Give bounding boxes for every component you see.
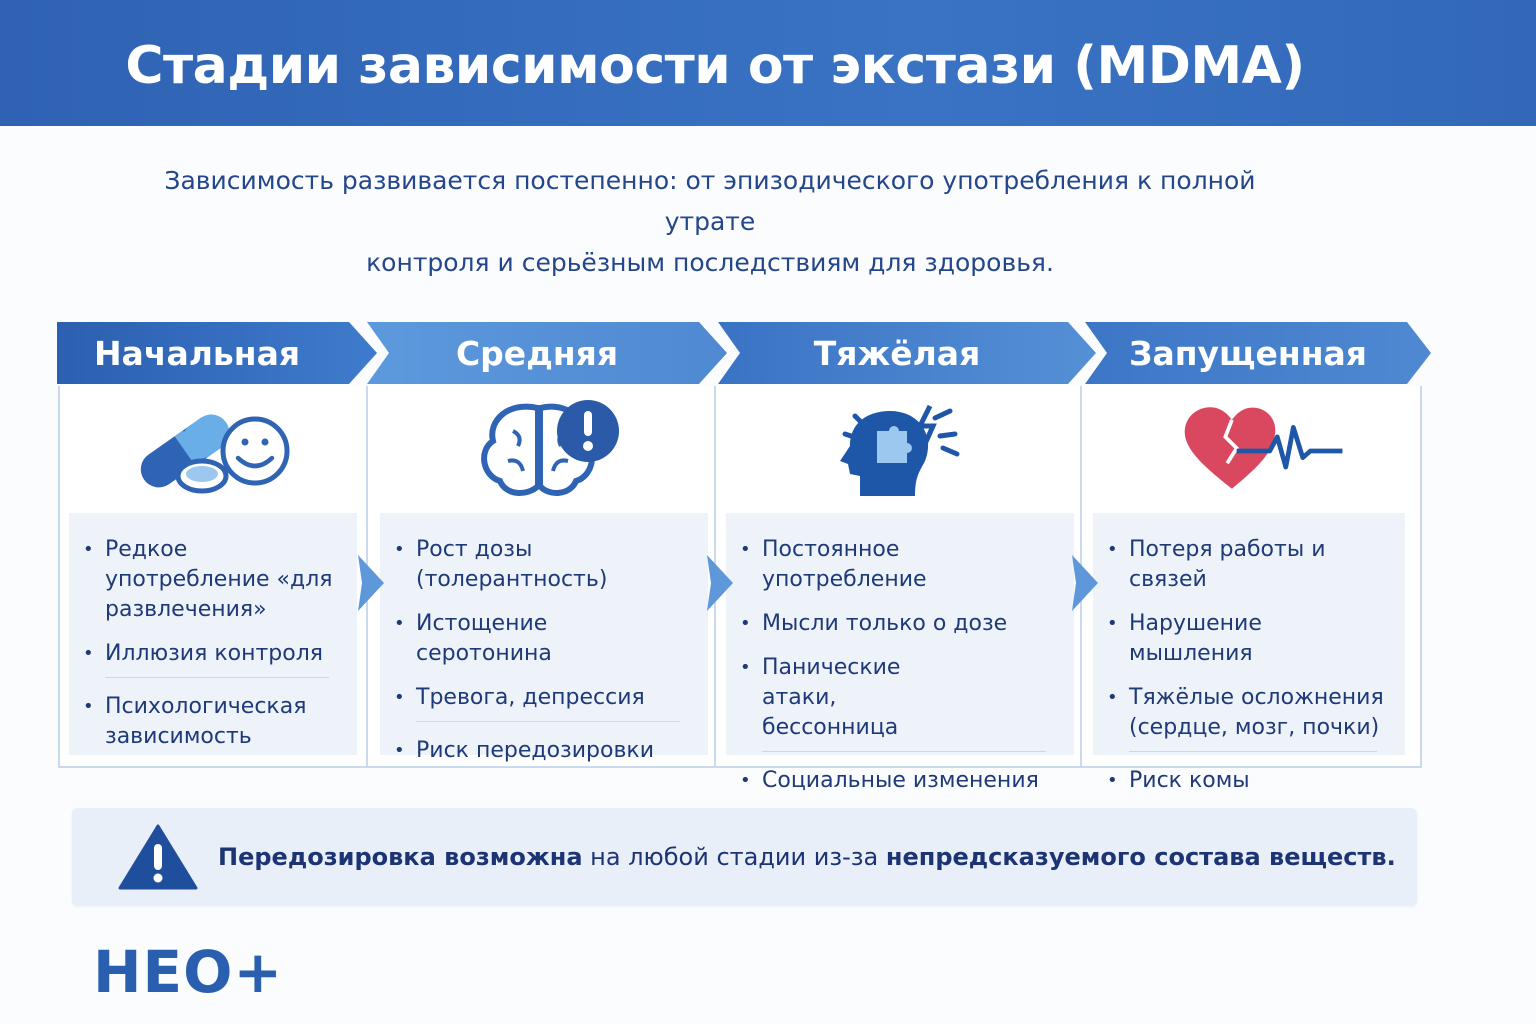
header-banner: Стадии зависимости от экстази (MDMA) <box>0 0 1536 126</box>
stage-label: Средняя <box>455 333 619 373</box>
list-item: • Психологическая зависимость <box>83 694 307 749</box>
head-puzzle-icon <box>840 404 960 496</box>
stage-label: Запущенная <box>1129 333 1367 373</box>
list-item: • Панические атаки, бессонница <box>740 655 901 740</box>
divider <box>1129 751 1377 752</box>
subtitle: Зависимость развивается постепенно: от э… <box>130 160 1290 283</box>
list-item: • Иллюзия контроля <box>83 641 323 666</box>
stage-list-middle: • Рост дозы (толерантность) • Истощение се… <box>380 513 708 763</box>
stage-header-severe: Тяжёлая <box>718 322 1096 384</box>
list-item: • Социальные изменения <box>740 768 1039 793</box>
page-title: Стадии зависимости от экстази (MDMA) <box>125 36 1305 96</box>
list-item: • Потеря работы и связей <box>1107 537 1326 592</box>
divider <box>416 721 680 722</box>
list-item: • Риск передозировки <box>394 738 655 763</box>
list-item: • Редкое употребление «для развлечения» <box>83 537 333 622</box>
warning-triangle-icon <box>118 824 198 890</box>
stage-header-initial: Начальная <box>57 322 377 384</box>
divider <box>105 677 329 678</box>
stage-header-middle: Средняя <box>367 322 727 384</box>
list-item: • Мысли только о дозе <box>740 611 1008 636</box>
brain-alert-icon <box>481 400 619 496</box>
list-item: • Тяжёлые осложнения (сердце, мозг, почки… <box>1107 685 1384 740</box>
list-item: • Истощение серотонина <box>394 611 552 666</box>
subtitle-line: контроля и серьёзным последствиям для зд… <box>366 248 1054 277</box>
stage-list-advanced: • Потеря работы и связей • Нарушение мышле… <box>1093 513 1405 793</box>
subtitle-line: Зависимость развивается постепенно: от э… <box>164 166 1256 236</box>
stage-label: Начальная <box>93 333 301 373</box>
arrow-right-icon <box>707 555 733 611</box>
list-item: • Рост дозы (толерантность) <box>394 537 608 592</box>
list-item: • Тревога, депрессия <box>394 685 645 710</box>
stage-list-initial: • Редкое употребление «для развлечения» •… <box>69 513 357 755</box>
warning-text: Передозировка возможна на любой стадии и… <box>218 843 1396 871</box>
warning-banner: Передозировка возможна на любой стадии и… <box>72 808 1417 906</box>
divider <box>762 751 1046 752</box>
arrow-right-icon <box>1072 555 1098 611</box>
broken-heart-pulse-icon <box>1184 407 1343 489</box>
arrow-right-icon <box>358 555 384 611</box>
stage-header-advanced: Запущенная <box>1085 322 1431 384</box>
stage-list-severe: • Постоянное употребление • Мысли только о… <box>726 513 1074 793</box>
list-item: • Риск комы <box>1107 768 1250 793</box>
pills-smiley-icon <box>140 414 290 494</box>
list-item: • Нарушение мышления <box>1107 611 1262 666</box>
list-item: • Постоянное употребление <box>740 537 927 592</box>
stage-label: Тяжёлая <box>813 333 981 373</box>
neo-plus-logo: НЕО+ <box>93 938 284 1006</box>
